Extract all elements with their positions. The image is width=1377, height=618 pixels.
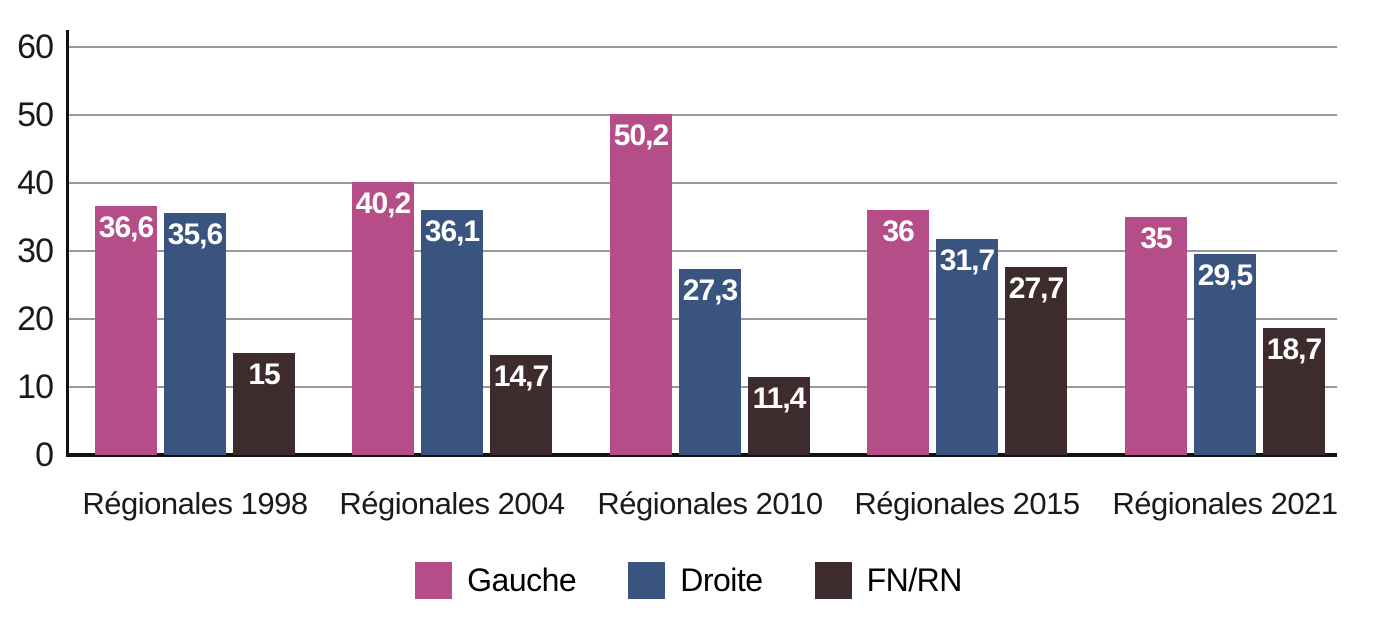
legend-item-fn-rn: FN/RN [814,562,963,599]
gridline-y-60 [69,46,1337,48]
bar-gauche-r-gionales-1998: 36,6 [95,206,157,455]
bar-fn-rn-r-gionales-1998: 15 [233,353,295,455]
bar-value-label: 15 [248,358,280,391]
bar-droite-r-gionales-2015: 31,7 [936,239,998,455]
bar-gauche-r-gionales-2015: 36 [867,210,929,455]
legend-swatch-gauche [415,562,453,599]
bar-value-label: 18,7 [1266,333,1322,366]
bar-value-label: 50,2 [613,119,669,152]
bar-fn-rn-r-gionales-2004: 14,7 [490,355,552,455]
bar-droite-r-gionales-2004: 36,1 [421,210,483,455]
bar-droite-r-gionales-2010: 27,3 [679,269,741,455]
bar-droite-r-gionales-2021: 29,5 [1194,254,1256,455]
y-tick-label-10: 10 [17,368,54,406]
legend-item-gauche: Gauche [415,562,577,599]
bar-gauche-r-gionales-2021: 35 [1125,217,1187,455]
x-category-label-r-gionales-1998: Régionales 1998 [82,486,308,521]
bar-fn-rn-r-gionales-2021: 18,7 [1263,328,1325,455]
legend-swatch-droite [628,562,666,599]
bar-value-label: 11,4 [752,382,807,415]
y-axis-line [66,30,69,457]
bar-value-label: 36 [882,215,914,248]
y-tick-label-30: 30 [17,232,54,270]
legend: Gauche Droite FN/RN [0,562,1377,599]
bar-value-label: 35 [1140,222,1172,255]
y-tick-label-60: 60 [17,28,54,66]
legend-label: Gauche [467,562,577,598]
gridline-y-40 [69,182,1337,184]
y-tick-label-0: 0 [35,436,54,474]
bar-value-label: 27,3 [682,274,738,307]
y-tick-label-40: 40 [17,164,54,202]
bar-value-label: 36,1 [424,215,480,248]
bar-value-label: 35,6 [167,218,223,251]
gridline-y-30 [69,250,1337,252]
x-category-label-r-gionales-2004: Régionales 2004 [339,486,565,521]
bar-value-label: 40,2 [355,187,411,220]
legend-label: FN/RN [866,562,963,598]
x-axis-baseline [66,453,1337,457]
bar-gauche-r-gionales-2010: 50,2 [610,114,672,455]
bar-gauche-r-gionales-2004: 40,2 [352,182,414,455]
bar-value-label: 27,7 [1008,272,1064,305]
bar-value-label: 31,7 [939,244,995,277]
x-category-label-r-gionales-2010: Régionales 2010 [597,486,823,521]
bar-fn-rn-r-gionales-2015: 27,7 [1005,267,1067,455]
bar-fn-rn-r-gionales-2010: 11,4 [748,377,810,455]
bar-value-label: 29,5 [1197,259,1253,292]
bar-droite-r-gionales-1998: 35,6 [164,213,226,455]
bar-value-label: 14,7 [493,360,549,393]
y-tick-label-20: 20 [17,300,54,338]
gridline-y-50 [69,114,1337,116]
y-tick-label-50: 50 [17,96,54,134]
legend-item-droite: Droite [628,562,763,599]
legend-swatch-fn-rn [814,562,852,599]
legend-label: Droite [680,562,763,598]
bar-value-label: 36,6 [98,211,154,244]
x-category-label-r-gionales-2015: Régionales 2015 [854,486,1080,521]
x-category-label-r-gionales-2021: Régionales 2021 [1112,486,1338,521]
